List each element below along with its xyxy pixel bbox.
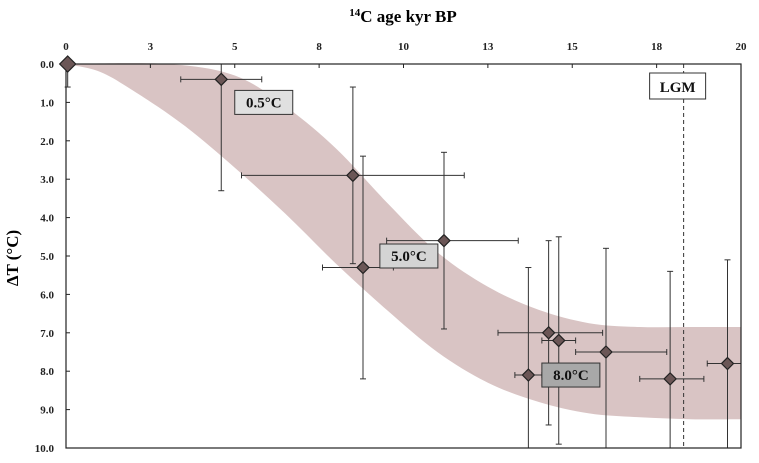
lgm-label-box: [649, 72, 707, 100]
y-axis-title: ΔT (°C): [3, 230, 22, 286]
x-tick-label: 3: [148, 41, 154, 53]
data-point: [58, 55, 77, 73]
y-tick-label: 4.0: [40, 213, 54, 225]
data-point: [356, 260, 370, 275]
x-axis-title-main: C age kyr BP: [360, 7, 457, 26]
data-point: [437, 233, 451, 248]
x-tick-label: 20: [736, 41, 748, 53]
x-tick-label: 15: [567, 41, 579, 53]
data-point: [599, 345, 613, 359]
annotation-label: 5.0°C: [391, 249, 427, 265]
y-tick-label: 2.0: [40, 136, 54, 148]
y-tick-label: 5.0: [40, 251, 54, 263]
annotations: 0.5°C 5.0°C 8.0°C: [234, 89, 601, 388]
data-point: [214, 72, 229, 87]
y-tick-label: 10.0: [35, 443, 55, 455]
annotation-box: [541, 362, 601, 388]
annotation-label: 8.0°C: [553, 368, 589, 384]
band-area: [66, 63, 741, 420]
data-markers: [58, 55, 735, 386]
annotation-box: [379, 243, 439, 269]
x-tick-label: 0: [63, 41, 69, 53]
y-tick-label: 1.0: [40, 97, 54, 109]
data-point: [663, 372, 677, 386]
data-point: [551, 333, 566, 348]
x-axis-title: 14C age kyr BP: [349, 7, 457, 26]
y-tick-label: 8.0: [40, 366, 54, 378]
x-tick-label: 5: [232, 41, 238, 53]
annotation-label: 0.5°C: [246, 95, 282, 111]
y-tick-label: 0.0: [40, 59, 54, 71]
x-axis-title-superscript: 14: [349, 7, 361, 19]
y-tick-label: 6.0: [40, 289, 54, 301]
y-tick-label: 3.0: [40, 174, 54, 186]
data-point: [346, 168, 360, 183]
lgm-reference: LGM: [649, 64, 707, 448]
axis-ticks: 0 3 5 8 10 13 15 18 20 0.0 1.0 2.0 3.0 4.0 5.0 6.0 7.0 8.…: [35, 41, 747, 455]
y-tick-label: 7.0: [40, 328, 54, 340]
data-point: [541, 325, 556, 340]
lgm-label: LGM: [660, 80, 696, 96]
uncertainty-band: [66, 63, 741, 420]
y-tick-label: 9.0: [40, 405, 54, 417]
data-point: [521, 368, 536, 382]
x-tick-label: 13: [482, 41, 494, 53]
x-tick-label: 10: [398, 41, 410, 53]
x-tick-label: 18: [651, 41, 663, 53]
x-tick-label: 8: [316, 41, 322, 53]
annotation-box: [234, 89, 294, 115]
data-point: [720, 356, 735, 371]
